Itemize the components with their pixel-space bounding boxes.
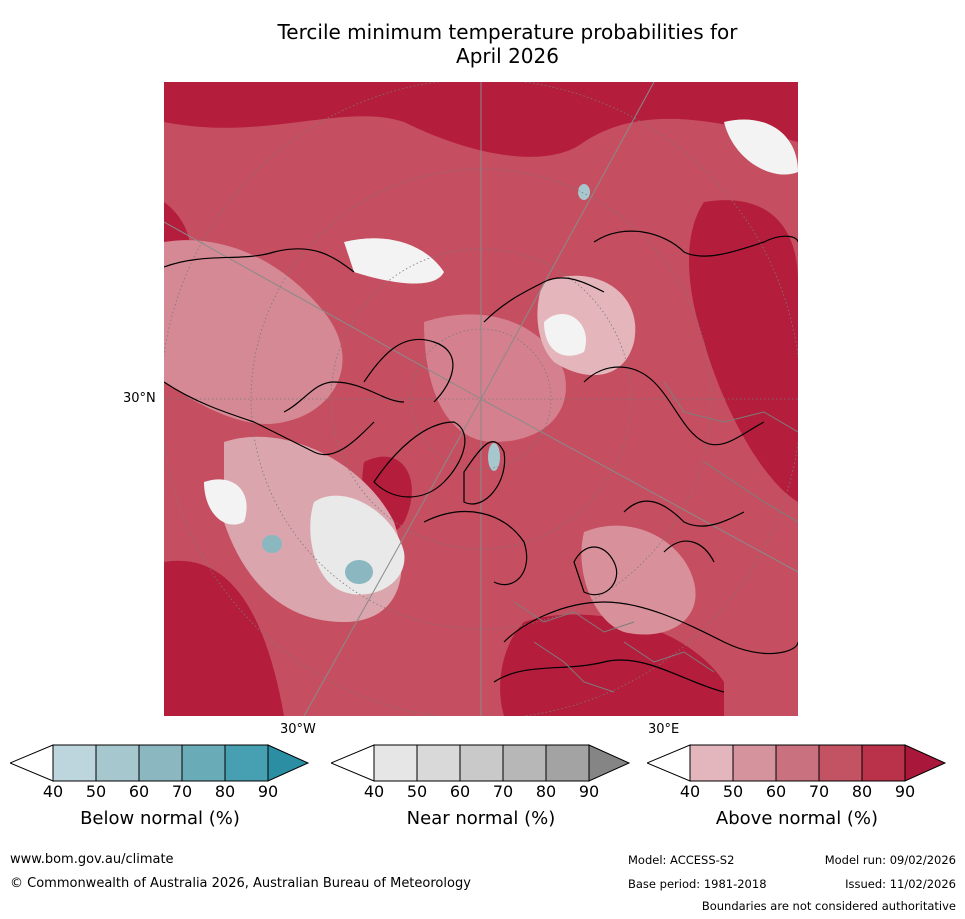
base-period-text: Base period: 1981-2018 xyxy=(628,877,767,891)
near-tick-50: 50 xyxy=(406,782,428,801)
region-below-normal-1 xyxy=(345,560,373,584)
coastlines xyxy=(164,230,798,693)
colorbar-below-normal xyxy=(10,744,310,864)
region-asia-red xyxy=(689,200,798,503)
near-tick-80: 80 xyxy=(535,782,557,801)
near-normal-label: Near normal (%) xyxy=(406,808,556,829)
swatch-near-3 xyxy=(459,744,504,782)
region-west-white xyxy=(204,479,247,525)
below-tick-90: 90 xyxy=(257,782,279,801)
colorbar-above-swatches xyxy=(647,744,947,782)
below-tick-70: 70 xyxy=(171,782,193,801)
above-tick-40: 40 xyxy=(679,782,701,801)
swatch-near-0 xyxy=(331,744,375,782)
below-tick-50: 50 xyxy=(85,782,107,801)
region-siberia-white xyxy=(544,313,586,356)
lon-label-30w: 30°W xyxy=(280,722,316,737)
region-alaska-pink xyxy=(164,240,343,424)
colorbar-above-normal xyxy=(647,744,947,864)
colorbar-near-swatches xyxy=(331,744,631,782)
model-text: Model: ACCESS-S2 xyxy=(628,853,735,867)
meridians xyxy=(164,82,798,716)
region-ne-white xyxy=(724,119,798,175)
region-below-normal-2 xyxy=(262,535,282,553)
swatch-above-3 xyxy=(775,744,820,782)
colorbar-near-normal xyxy=(331,744,631,864)
swatch-above-4 xyxy=(818,744,863,782)
swatch-below-5 xyxy=(224,744,269,782)
near-tick-60: 60 xyxy=(449,782,471,801)
title-line-2: April 2026 xyxy=(456,44,559,68)
swatch-above-2 xyxy=(732,744,777,782)
above-tick-60: 60 xyxy=(765,782,787,801)
swatch-above-5 xyxy=(861,744,906,782)
near-tick-40: 40 xyxy=(363,782,385,801)
lon-label-30e: 30°E xyxy=(648,722,680,737)
map-title: Tercile minimum temperature probabilitie… xyxy=(0,20,965,68)
above-tick-50: 50 xyxy=(722,782,744,801)
below-tick-80: 80 xyxy=(214,782,236,801)
lat-label-30n: 30°N xyxy=(123,391,156,406)
above-tick-70: 70 xyxy=(808,782,830,801)
copyright-text: © Commonwealth of Australia 2026, Austra… xyxy=(10,876,471,891)
region-canada-grey xyxy=(310,495,405,595)
region-europe-pink xyxy=(581,525,696,635)
above-tick-90: 90 xyxy=(894,782,916,801)
below-tick-60: 60 xyxy=(128,782,150,801)
region-pacific-red xyxy=(164,560,284,716)
bom-url-link[interactable]: www.bom.gov.au/climate xyxy=(10,852,174,867)
model-run-text: Model run: 09/02/2026 xyxy=(824,853,956,867)
near-tick-90: 90 xyxy=(578,782,600,801)
country-borders xyxy=(513,381,798,693)
region-below-normal-3 xyxy=(488,443,500,471)
below-tick-40: 40 xyxy=(42,782,64,801)
probability-map[interactable] xyxy=(164,82,798,716)
swatch-below-3 xyxy=(138,744,183,782)
swatch-below-0 xyxy=(10,744,54,782)
swatch-near-4 xyxy=(502,744,547,782)
swatch-near-2 xyxy=(416,744,461,782)
below-normal-label: Below normal (%) xyxy=(80,808,240,829)
swatch-below-1 xyxy=(52,744,97,782)
swatch-below-2 xyxy=(95,744,140,782)
near-tick-70: 70 xyxy=(492,782,514,801)
region-below-normal-4 xyxy=(578,184,590,200)
above-tick-80: 80 xyxy=(851,782,873,801)
swatch-below-4 xyxy=(181,744,226,782)
swatch-above-6 xyxy=(904,744,947,782)
colorbar-below-swatches xyxy=(10,744,310,782)
region-mediterranean-red xyxy=(500,614,724,716)
title-line-1: Tercile minimum temperature probabilitie… xyxy=(277,20,738,44)
boundaries-disclaimer: Boundaries are not considered authoritat… xyxy=(701,899,956,913)
swatch-below-6 xyxy=(267,744,310,782)
swatch-near-6 xyxy=(588,744,631,782)
region-bering-white xyxy=(344,238,444,284)
swatch-near-1 xyxy=(373,744,418,782)
swatch-near-5 xyxy=(545,744,590,782)
issued-text: Issued: 11/02/2026 xyxy=(845,877,956,891)
swatch-above-0 xyxy=(647,744,691,782)
region-pole-pink xyxy=(424,314,566,442)
swatch-above-1 xyxy=(689,744,734,782)
map-svg xyxy=(164,82,798,716)
above-normal-label: Above normal (%) xyxy=(715,808,879,829)
